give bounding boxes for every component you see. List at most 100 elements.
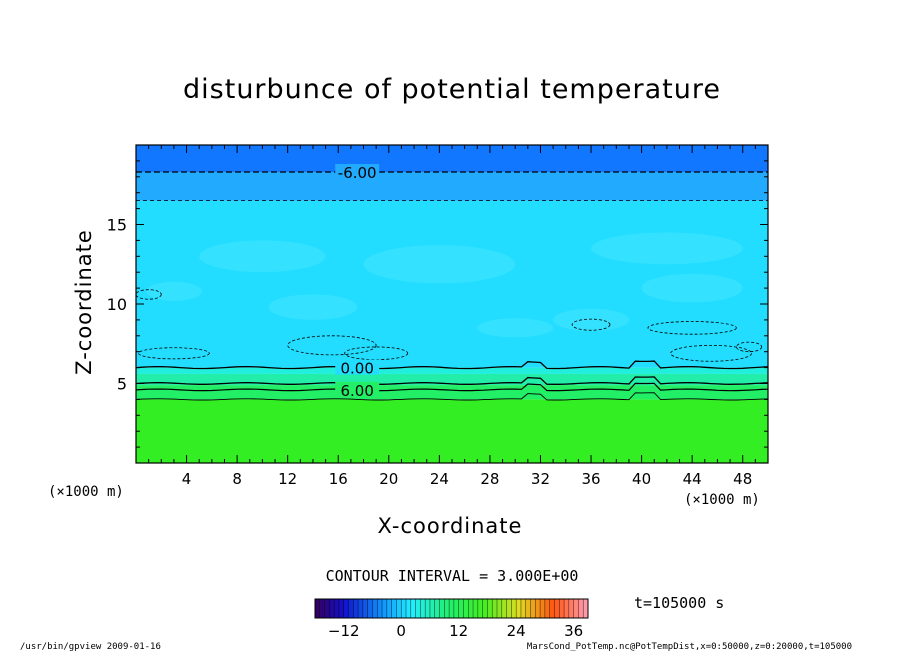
closed-contour-5 [670, 344, 752, 362]
colorbar-cell-41 [511, 599, 517, 618]
closed-contour-4 [647, 321, 737, 335]
colorbar-cell-31 [463, 599, 469, 618]
fill-band-3 [136, 367, 768, 374]
texture-blob-7 [477, 318, 554, 338]
texture-blob-3 [641, 273, 743, 303]
colorbar-cell-27 [444, 599, 450, 618]
x-tick-label-4: 4 [182, 470, 192, 488]
colorbar-cell-7 [348, 599, 354, 618]
contour-label-bg-0 [335, 164, 380, 180]
x-tick-label-28: 28 [480, 470, 499, 488]
colorbar-cell-11 [367, 599, 373, 618]
colorbar-cell-43 [520, 599, 527, 618]
footer-left: /usr/bin/gpview 2009-01-16 [20, 642, 161, 652]
fill-band-6 [136, 145, 768, 173]
colorbar-cell-53 [568, 599, 574, 618]
contour-label-bg-1 [335, 359, 380, 375]
colorbar-cell-6 [343, 599, 349, 618]
colorbar-cell-36 [487, 599, 493, 618]
x-tick-label-24: 24 [430, 470, 449, 488]
x-tick-label-36: 36 [581, 470, 600, 488]
contour-line-pos9 [136, 392, 768, 401]
footer-right: MarsCond_PotTemp.nc@PotTempDist,x=0:5000… [526, 642, 852, 652]
colorbar-cell-23 [425, 599, 431, 618]
colorbar-cell-5 [338, 599, 345, 618]
colorbar-cell-21 [415, 599, 421, 618]
colorbar-cell-32 [468, 599, 474, 618]
colorbar-tick-label--12: −12 [328, 622, 360, 640]
colorbar-cell-9 [358, 599, 364, 618]
colorbar-cell-44 [525, 599, 531, 618]
colorbar-cell-54 [573, 599, 579, 618]
closed-contour-0 [138, 347, 210, 360]
contour-label-0: -6.00 [338, 164, 377, 182]
x-tick-label-20: 20 [379, 470, 398, 488]
colorbar-cell-33 [473, 599, 479, 618]
fill-band-5 [136, 172, 768, 201]
colorbar-cell-42 [516, 599, 522, 618]
fill-band-1 [136, 385, 768, 400]
contour-label-1: 0.00 [340, 360, 373, 378]
colorbar-cell-16 [391, 599, 397, 618]
contour-line-pos6 [136, 382, 768, 392]
colorbar-cell-12 [372, 599, 378, 618]
colorbar-cell-13 [377, 599, 383, 618]
colorbar-cell-35 [482, 599, 488, 618]
colorbar-cell-55 [578, 599, 584, 618]
closed-contour-6 [735, 341, 763, 353]
x-unit-right: (×1000 m) [684, 492, 760, 508]
colorbar-cell-24 [429, 599, 436, 618]
colorbar-cell-50 [554, 599, 560, 618]
colorbar-cell-28 [449, 599, 455, 618]
texture-blob-6 [591, 232, 743, 265]
colorbar-cell-15 [386, 599, 392, 618]
y-tick-label-5: 5 [117, 375, 127, 394]
chart-title: disturbunce of potential temperature [183, 74, 721, 105]
time-label: t=105000 s [634, 594, 725, 612]
closed-contour-2 [344, 346, 409, 361]
contour-line-0 [136, 360, 768, 370]
colorbar-cell-0 [315, 599, 321, 618]
colorbar-cell-2 [324, 599, 330, 618]
colorbar-cell-38 [497, 599, 503, 618]
fill-band-0 [136, 399, 768, 463]
colorbar-cell-46 [535, 599, 541, 618]
texture-blob-5 [199, 240, 326, 273]
y-tick-label-15: 15 [107, 216, 127, 235]
colorbar-cell-52 [564, 599, 570, 618]
closed-contour-7 [136, 289, 162, 300]
colorbar-cell-40 [506, 599, 512, 618]
colorbar-cell-17 [396, 599, 402, 618]
x-axis-label: X-coordinate [377, 514, 523, 538]
contour-interval-text: CONTOUR INTERVAL = 3.000E+00 [325, 567, 579, 585]
colorbar-cell-47 [540, 599, 546, 618]
x-unit-left: (×1000 m) [48, 484, 124, 500]
x-tick-label-40: 40 [632, 470, 651, 488]
colorbar-cell-34 [477, 599, 483, 618]
colorbar-cell-48 [544, 599, 550, 618]
colorbar-cell-29 [453, 599, 459, 618]
fill-band-2 [136, 373, 768, 386]
texture-blob-4 [363, 245, 516, 284]
colorbar-cell-22 [420, 599, 426, 618]
x-tick-label-8: 8 [232, 470, 242, 488]
colorbar-tick-label-0: 0 [396, 622, 406, 640]
colorbar-cell-49 [549, 599, 555, 618]
colorbar-cell-51 [559, 599, 565, 618]
colorbar-cell-39 [501, 599, 507, 618]
colorbar-tick-label-36: 36 [564, 622, 583, 640]
closed-contour-3 [571, 318, 611, 331]
colorbar-cell-1 [319, 599, 325, 618]
colorbar-cell-18 [401, 599, 407, 618]
colorbar-cell-25 [434, 599, 440, 618]
closed-contour-1 [287, 335, 377, 356]
x-tick-label-32: 32 [531, 470, 550, 488]
colorbar-cell-4 [334, 599, 340, 618]
colorbar-tick-label-12: 12 [449, 622, 468, 640]
y-axis-label: Z-coordinate [72, 229, 96, 375]
colorbar-cell-14 [382, 599, 388, 618]
texture-blob-1 [268, 294, 358, 320]
colorbar-cell-26 [439, 599, 445, 618]
colorbar-cell-45 [530, 599, 536, 618]
